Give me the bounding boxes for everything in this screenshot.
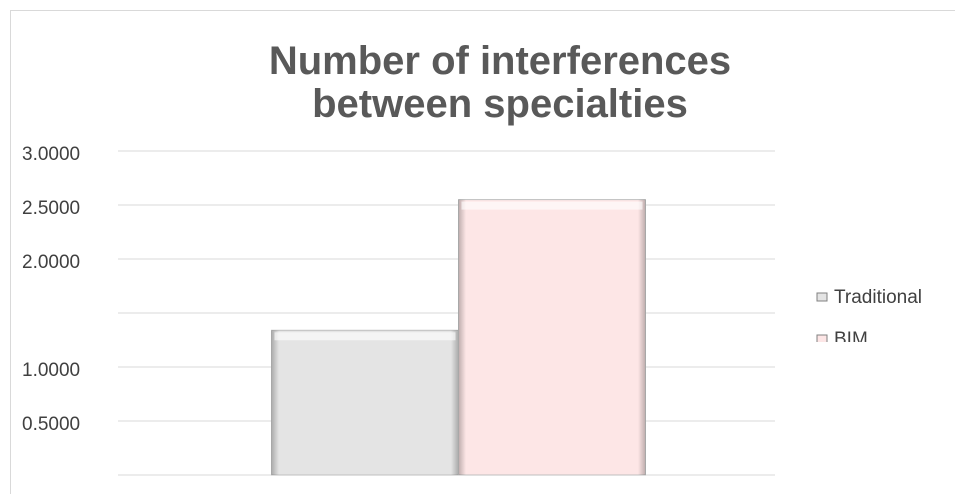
chart-title: Number of interferences between specialt… [268,40,732,126]
bar-shade [271,330,459,475]
legend-label: BIM [834,329,868,350]
y-tick-label: 2.0000 [22,252,80,273]
y-tick-label: 1.0000 [22,360,80,381]
bar-bevel [461,201,643,210]
legend: Traditional BIM [816,287,922,350]
y-tick-label: 0.5000 [22,414,80,435]
chart-frame [10,10,955,494]
legend-swatch [816,292,828,302]
legend-swatch [816,334,828,342]
bar-shade [458,199,646,475]
y-tick-label: 2.5000 [22,198,80,219]
bar-bevel [274,332,456,341]
legend-label: Traditional [834,287,922,308]
y-tick-label: 3.0000 [22,144,80,165]
